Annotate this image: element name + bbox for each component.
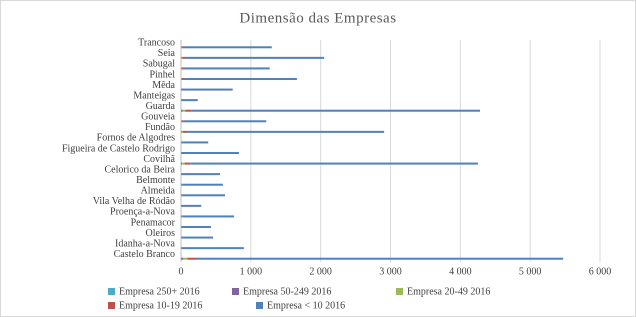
bar-segment xyxy=(183,78,297,80)
y-tick-label: Fornos de Algodres xyxy=(97,133,175,144)
y-tick-label: Proença-a-Nova xyxy=(110,207,176,218)
bar-segment xyxy=(181,215,183,218)
bar-segment xyxy=(182,247,244,250)
bar-segment xyxy=(182,183,223,186)
y-tick-label: Manteigas xyxy=(133,90,175,101)
y-tick-label: Seia xyxy=(158,48,176,59)
bar-segment xyxy=(181,88,233,91)
legend-swatch xyxy=(108,288,115,295)
bar-segment xyxy=(181,141,209,144)
bar-segment xyxy=(181,56,183,59)
bar-segment xyxy=(185,109,192,112)
chart-title: Dimensão das Empresas xyxy=(239,10,396,26)
legend-swatch xyxy=(108,302,115,309)
x-tick-label: 5 000 xyxy=(519,266,542,277)
bar-segment xyxy=(181,46,183,49)
x-tick-label: 4 000 xyxy=(449,266,472,277)
bar-segment xyxy=(181,236,214,239)
bar-segment xyxy=(182,46,272,49)
x-tick-label: 0 xyxy=(179,266,184,277)
y-tick-label: Mêda xyxy=(152,80,175,91)
y-tick-label: Guarda xyxy=(146,101,176,112)
bar-segment xyxy=(181,67,183,70)
y-tick-label: Castelo Branco xyxy=(114,249,175,260)
y-tick-label: Idanha-a-Nova xyxy=(115,238,176,249)
bar-segment xyxy=(181,194,183,197)
bar-segment xyxy=(181,130,184,133)
bar-segment xyxy=(181,226,212,228)
bar-segment xyxy=(182,152,239,154)
bar-segment xyxy=(181,204,202,207)
x-tick-label: 3 000 xyxy=(379,266,402,277)
x-tick-label: 1 000 xyxy=(240,266,263,277)
x-tick-label: 6 000 xyxy=(589,266,612,277)
bar-segment xyxy=(181,257,184,260)
y-tick-label: Vila Velha de Ródão xyxy=(93,196,175,207)
bar-segment xyxy=(181,88,182,91)
legend-label: Empresa 10-19 2016 xyxy=(119,300,202,311)
bar-segment xyxy=(181,109,183,112)
y-tick-label: Penamacor xyxy=(131,217,176,228)
bar-segment xyxy=(182,173,221,176)
legend-swatch xyxy=(232,288,239,295)
bar-segment xyxy=(181,183,183,186)
bar-segment xyxy=(182,162,185,165)
legend-label: Empresa 250+ 2016 xyxy=(119,286,200,297)
bar-segment xyxy=(182,194,225,197)
bar-segment xyxy=(191,109,481,112)
bar-segment xyxy=(181,152,183,154)
bar-segment xyxy=(196,257,564,260)
y-tick-label: Covilhã xyxy=(143,154,175,165)
bar-segment xyxy=(181,247,183,250)
y-tick-label: Sabugal xyxy=(143,59,175,70)
y-tick-label: Almeida xyxy=(141,186,176,197)
bar-segment xyxy=(187,257,197,260)
y-tick-label: Belmonte xyxy=(136,175,175,186)
bar-segment xyxy=(181,99,198,102)
bar-segment xyxy=(182,67,270,70)
x-tick-label: 2 000 xyxy=(309,266,332,277)
bar-segment xyxy=(181,78,182,80)
bar-segment xyxy=(181,120,184,123)
bar-segment xyxy=(181,226,182,228)
legend-swatch xyxy=(256,302,263,309)
bar-segment xyxy=(182,56,185,59)
bar-segment xyxy=(184,56,325,59)
y-tick-label: Pinhel xyxy=(149,69,175,80)
legend-label: Empresa 20-49 2016 xyxy=(407,286,490,297)
y-tick-label: Fundão xyxy=(145,122,175,133)
bar-segment xyxy=(181,236,182,239)
bar-segment xyxy=(181,173,183,176)
bar-segment xyxy=(183,257,188,260)
y-tick-label: Oleiros xyxy=(146,228,176,239)
bar-segment xyxy=(182,109,186,112)
bar-segment xyxy=(181,78,184,80)
bar-segment xyxy=(183,130,187,133)
bar-segment xyxy=(186,130,385,133)
y-tick-label: Trancoso xyxy=(138,38,175,49)
bar-segment xyxy=(181,120,182,123)
bar-segment xyxy=(183,120,267,123)
bar-segment xyxy=(184,162,191,165)
bar-segment xyxy=(182,215,235,218)
y-tick-label: Figueira de Castelo Rodrigo xyxy=(62,143,175,154)
y-tick-label: Celorico da Beira xyxy=(104,164,175,175)
bar-segment xyxy=(181,130,182,133)
y-tick-label: Gouveia xyxy=(141,112,175,123)
bar-segment xyxy=(181,162,183,165)
legend-label: Empresa 50-249 2016 xyxy=(243,286,331,297)
bar-segment xyxy=(190,162,478,165)
legend-swatch xyxy=(396,288,403,295)
legend-label: Empresa < 10 2016 xyxy=(267,300,345,311)
